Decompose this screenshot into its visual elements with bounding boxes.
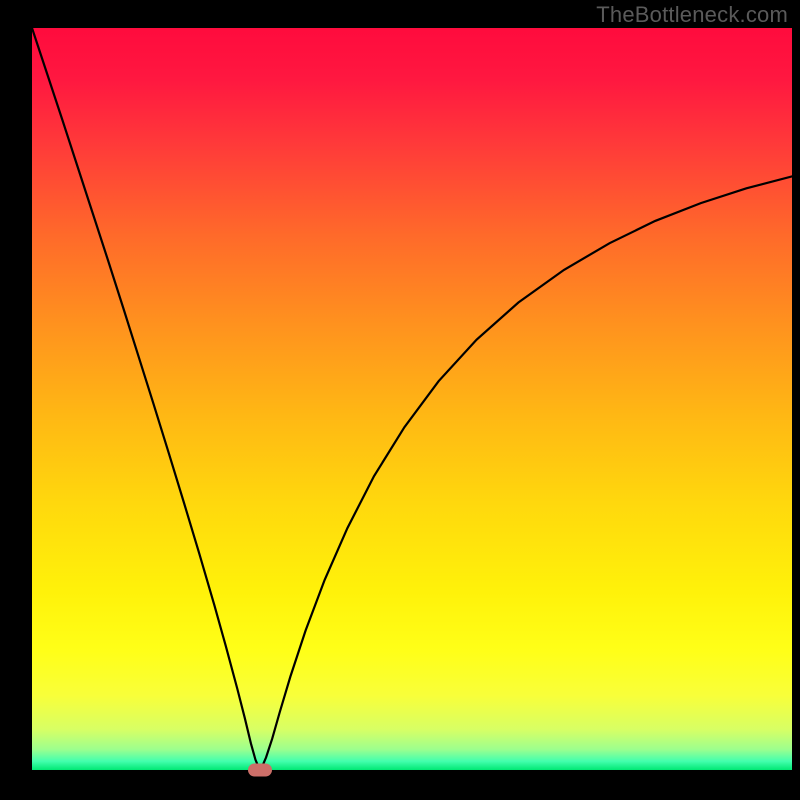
chart-frame: TheBottleneck.com <box>0 0 800 800</box>
plot-svg <box>32 28 792 770</box>
plot-area <box>32 28 792 770</box>
watermark-text: TheBottleneck.com <box>596 2 788 28</box>
min-marker <box>248 764 272 777</box>
gradient-background <box>32 28 792 770</box>
